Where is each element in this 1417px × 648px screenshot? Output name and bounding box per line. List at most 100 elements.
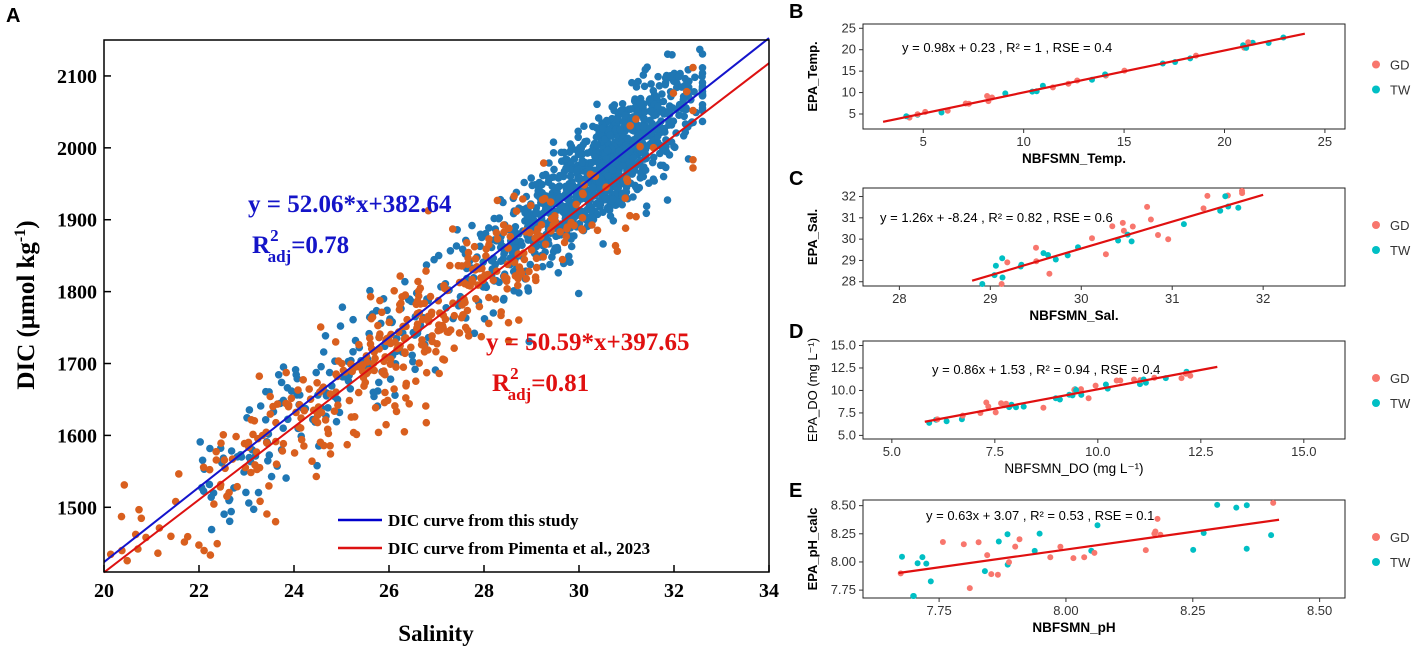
- x-tick-label: 20: [94, 580, 114, 602]
- gd-point: [1016, 536, 1023, 543]
- blue-point: [256, 402, 265, 410]
- orange-point: [497, 311, 505, 320]
- orange-point: [360, 382, 368, 390]
- orange-point: [422, 267, 430, 275]
- orange-point: [233, 482, 241, 491]
- tw-point: [914, 560, 921, 567]
- orange-point: [316, 323, 325, 331]
- legend-gd-label: GD: [1390, 530, 1410, 545]
- orange-point: [219, 431, 228, 439]
- blue-point: [640, 115, 648, 123]
- blue-point: [601, 135, 609, 143]
- orange-point: [320, 441, 328, 450]
- blue-point: [615, 147, 624, 155]
- orange-point: [439, 355, 447, 364]
- blue-point: [619, 117, 628, 125]
- legend-tw-marker: [1372, 399, 1380, 407]
- orange-point: [284, 401, 293, 409]
- orange-point: [515, 316, 523, 324]
- blue-point: [265, 451, 274, 459]
- orange-point: [374, 428, 383, 437]
- orange-point: [256, 497, 264, 506]
- blue-point: [452, 242, 461, 250]
- orange-point: [265, 482, 273, 490]
- x-tick-label: 34: [759, 580, 779, 602]
- gd-point: [1081, 554, 1088, 561]
- orange-point: [450, 344, 459, 353]
- blue-point: [639, 122, 647, 131]
- orange-point: [371, 354, 379, 363]
- y-tick-label: 20: [842, 42, 856, 57]
- blue-point: [411, 365, 419, 374]
- x-tick-label: 31: [1165, 291, 1179, 306]
- orange-point: [334, 357, 343, 365]
- orange-point: [333, 372, 342, 381]
- blue-point: [669, 117, 678, 125]
- orange-point: [375, 333, 383, 342]
- orange-point: [512, 207, 521, 215]
- fit-line: [898, 518, 1280, 575]
- x-tick-label: 7.75: [926, 603, 951, 618]
- gd-point: [1119, 219, 1126, 226]
- x-tick-label: 10: [1016, 134, 1030, 149]
- orange-point: [434, 296, 443, 305]
- orange-point: [220, 456, 229, 464]
- orange-point: [485, 293, 493, 302]
- x-axis-label: NBFSMN_pH: [1032, 620, 1115, 635]
- blue-point: [575, 173, 583, 182]
- orange-point: [493, 196, 502, 205]
- orange-point: [505, 224, 513, 233]
- orange-point: [279, 439, 288, 448]
- orange-point: [537, 221, 546, 229]
- blue-point: [593, 100, 601, 109]
- tw-point: [1217, 207, 1224, 214]
- blue-point: [555, 193, 564, 202]
- orange-point: [560, 238, 569, 247]
- orange-point: [527, 201, 535, 210]
- y-tick-label: 15: [842, 63, 856, 78]
- blue-point: [643, 63, 651, 71]
- blue-point: [520, 178, 528, 187]
- blue-point: [207, 525, 216, 534]
- orange-point: [532, 263, 541, 272]
- blue-point: [574, 127, 582, 136]
- blue-point: [500, 250, 508, 258]
- orange-point: [297, 435, 306, 444]
- orange-point: [290, 449, 299, 457]
- orange-point: [262, 439, 271, 447]
- orange-point: [287, 394, 296, 403]
- gd-point: [1165, 236, 1172, 243]
- blue-point: [287, 387, 296, 395]
- panel-label-e: E: [789, 480, 802, 502]
- x-tick-label: 8.25: [1180, 603, 1205, 618]
- y-tick-label: 12.5: [831, 360, 856, 375]
- orange-point: [324, 429, 333, 438]
- gd-point: [1091, 549, 1098, 556]
- blue-point: [554, 183, 563, 191]
- gd-point: [988, 571, 995, 578]
- orange-point: [223, 492, 231, 501]
- blue-point: [641, 166, 650, 174]
- blue-point: [620, 111, 629, 120]
- blue-point: [566, 172, 575, 181]
- panel-label-c: C: [789, 168, 803, 190]
- orange-point: [504, 336, 513, 345]
- orange-point: [556, 228, 564, 236]
- orange-point: [455, 329, 464, 337]
- blue-point: [634, 77, 642, 86]
- y-tick-label: 28: [842, 274, 856, 289]
- y-tick-label: 1600: [57, 425, 97, 447]
- legend-gd-marker: [1372, 533, 1380, 541]
- y-tick-label: 2100: [57, 66, 97, 88]
- blue-point: [618, 162, 627, 170]
- gd-point: [1102, 251, 1109, 258]
- orange-point: [311, 416, 320, 425]
- gd-point: [966, 585, 973, 592]
- blue-point: [245, 499, 253, 507]
- blue-point: [249, 505, 258, 514]
- tw-point: [1020, 403, 1027, 410]
- tw-point: [1214, 501, 1221, 508]
- orange-point: [493, 235, 502, 243]
- orange-point: [422, 402, 430, 410]
